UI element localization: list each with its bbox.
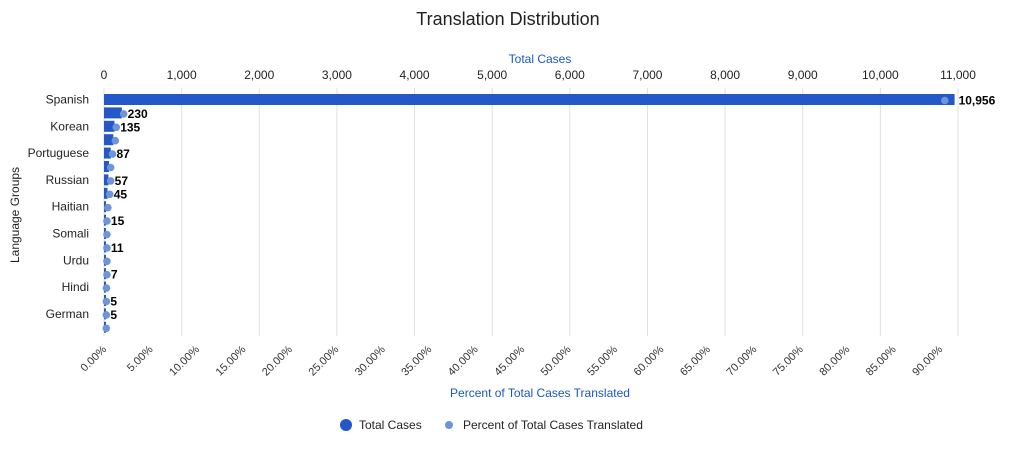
dot-percent-translated[interactable] (105, 190, 114, 199)
bottom-tick-label: 30.00% (353, 343, 388, 378)
bar-total-cases[interactable] (104, 174, 109, 186)
top-tick-label: 5,000 (477, 68, 507, 82)
category-label: Russian (46, 173, 89, 187)
bottom-tick-label: 55.00% (585, 343, 620, 378)
legend-total-cases-marker (340, 419, 352, 431)
top-tick-label: 9,000 (788, 68, 818, 82)
dot-percent-translated[interactable] (112, 123, 121, 132)
bottom-tick-label: 45.00% (492, 343, 527, 378)
bottom-tick-label: 65.00% (678, 343, 713, 378)
bar-total-cases[interactable] (104, 161, 110, 172)
bottom-tick-label: 85.00% (864, 343, 899, 378)
bottom-tick-label: 35.00% (399, 343, 434, 378)
data-label: 57 (115, 174, 129, 188)
dots-group (102, 96, 949, 333)
dot-percent-translated[interactable] (102, 324, 111, 333)
top-tick-label: 1,000 (167, 68, 197, 82)
top-tick-label: 4,000 (400, 68, 430, 82)
y-axis-title: Language Groups (8, 167, 22, 263)
data-label: 11 (111, 241, 124, 255)
data-label: 5 (110, 295, 117, 309)
data-label: 7 (111, 268, 118, 282)
top-tick-label: 10,000 (862, 68, 899, 82)
bottom-tick-label: 5.00% (125, 343, 156, 374)
data-label: 230 (128, 107, 148, 121)
dot-percent-translated[interactable] (111, 136, 120, 145)
top-tick-label: 3,000 (322, 68, 352, 82)
bar-total-cases[interactable] (104, 147, 111, 159)
data-label: 87 (117, 147, 131, 161)
bottom-tick-label: 70.00% (724, 343, 759, 378)
category-label: Hindi (62, 280, 89, 294)
dot-percent-translated[interactable] (106, 177, 115, 185)
category-label: German (46, 307, 89, 321)
dot-percent-translated[interactable] (108, 150, 117, 158)
data-label: 45 (114, 187, 128, 201)
bar-total-cases[interactable] (104, 187, 108, 199)
category-label: Portuguese (28, 146, 90, 160)
dot-percent-translated[interactable] (106, 163, 115, 172)
bottom-tick-label: 50.00% (539, 343, 574, 378)
bar-total-cases[interactable] (104, 120, 115, 132)
category-label: Korean (50, 119, 89, 133)
bottom-tick-label: 75.00% (771, 343, 806, 378)
legend-percent-marker (445, 421, 453, 429)
bar-total-cases[interactable] (104, 94, 955, 105)
bar-total-cases[interactable] (104, 107, 122, 119)
category-labels: Spanish Korean Portuguese Russian Haitian Som… (28, 93, 90, 321)
bottom-tick-label: 80.00% (817, 343, 852, 378)
bottom-tick-label: 25.00% (306, 343, 341, 378)
dot-percent-translated[interactable] (103, 230, 111, 239)
category-label: Spanish (46, 93, 89, 107)
bottom-tick-label: 60.00% (632, 343, 667, 378)
category-label: Somali (52, 227, 89, 241)
bottom-tick-label: 0.00% (79, 343, 110, 374)
chart-title: Translation Distribution (416, 9, 599, 29)
top-tick-label: 7,000 (632, 68, 662, 82)
bottom-tick-label: 15.00% (214, 343, 249, 378)
top-tick-label: 11,000 (940, 68, 976, 82)
data-label: 5 (110, 308, 117, 322)
bar-total-cases[interactable] (104, 134, 114, 146)
dot-percent-translated[interactable] (104, 203, 112, 212)
dot-percent-translated[interactable] (103, 244, 111, 252)
bottom-axis-title: Percent of Total Cases Translated (450, 386, 630, 400)
dot-percent-translated[interactable] (103, 257, 111, 266)
bars-group (104, 94, 955, 333)
data-label: 135 (120, 120, 140, 134)
bottom-tick-label: 20.00% (260, 343, 295, 378)
legend-percent-label[interactable]: Percent of Total Cases Translated (463, 418, 643, 432)
data-label: 10,956 (959, 94, 996, 108)
dot-percent-translated[interactable] (102, 297, 111, 306)
top-axis-ticks: 0 1,000 2,000 3,000 4,000 5,000 6,000 7,000 8,00… (101, 68, 977, 82)
bottom-tick-label: 10.00% (167, 343, 202, 378)
legend-total-cases-label[interactable]: Total Cases (359, 418, 422, 432)
bottom-tick-label: 40.00% (446, 343, 481, 378)
bottom-tick-label: 90.00% (910, 343, 945, 378)
category-label: Urdu (63, 253, 89, 267)
dot-percent-translated[interactable] (119, 110, 128, 118)
legend: Total Cases Percent of Total Cases Trans… (340, 418, 643, 432)
dot-percent-translated[interactable] (102, 311, 111, 319)
top-tick-label: 0 (101, 68, 108, 82)
top-tick-label: 2,000 (244, 68, 274, 82)
top-axis-title: Total Cases (509, 52, 572, 66)
dot-percent-translated[interactable] (103, 217, 111, 225)
category-label: Haitian (52, 200, 89, 214)
top-tick-label: 6,000 (555, 68, 585, 82)
top-tick-label: 8,000 (710, 68, 740, 82)
dot-percent-translated[interactable] (102, 284, 111, 292)
data-label: 15 (111, 214, 125, 228)
dot-percent-translated[interactable] (940, 96, 949, 105)
gridlines (103, 88, 959, 336)
dot-percent-translated[interactable] (103, 270, 111, 279)
bottom-axis-ticks: 0.00% 5.00% 10.00% 15.00% 20.00% 25.00% 30.00%… (79, 343, 946, 378)
